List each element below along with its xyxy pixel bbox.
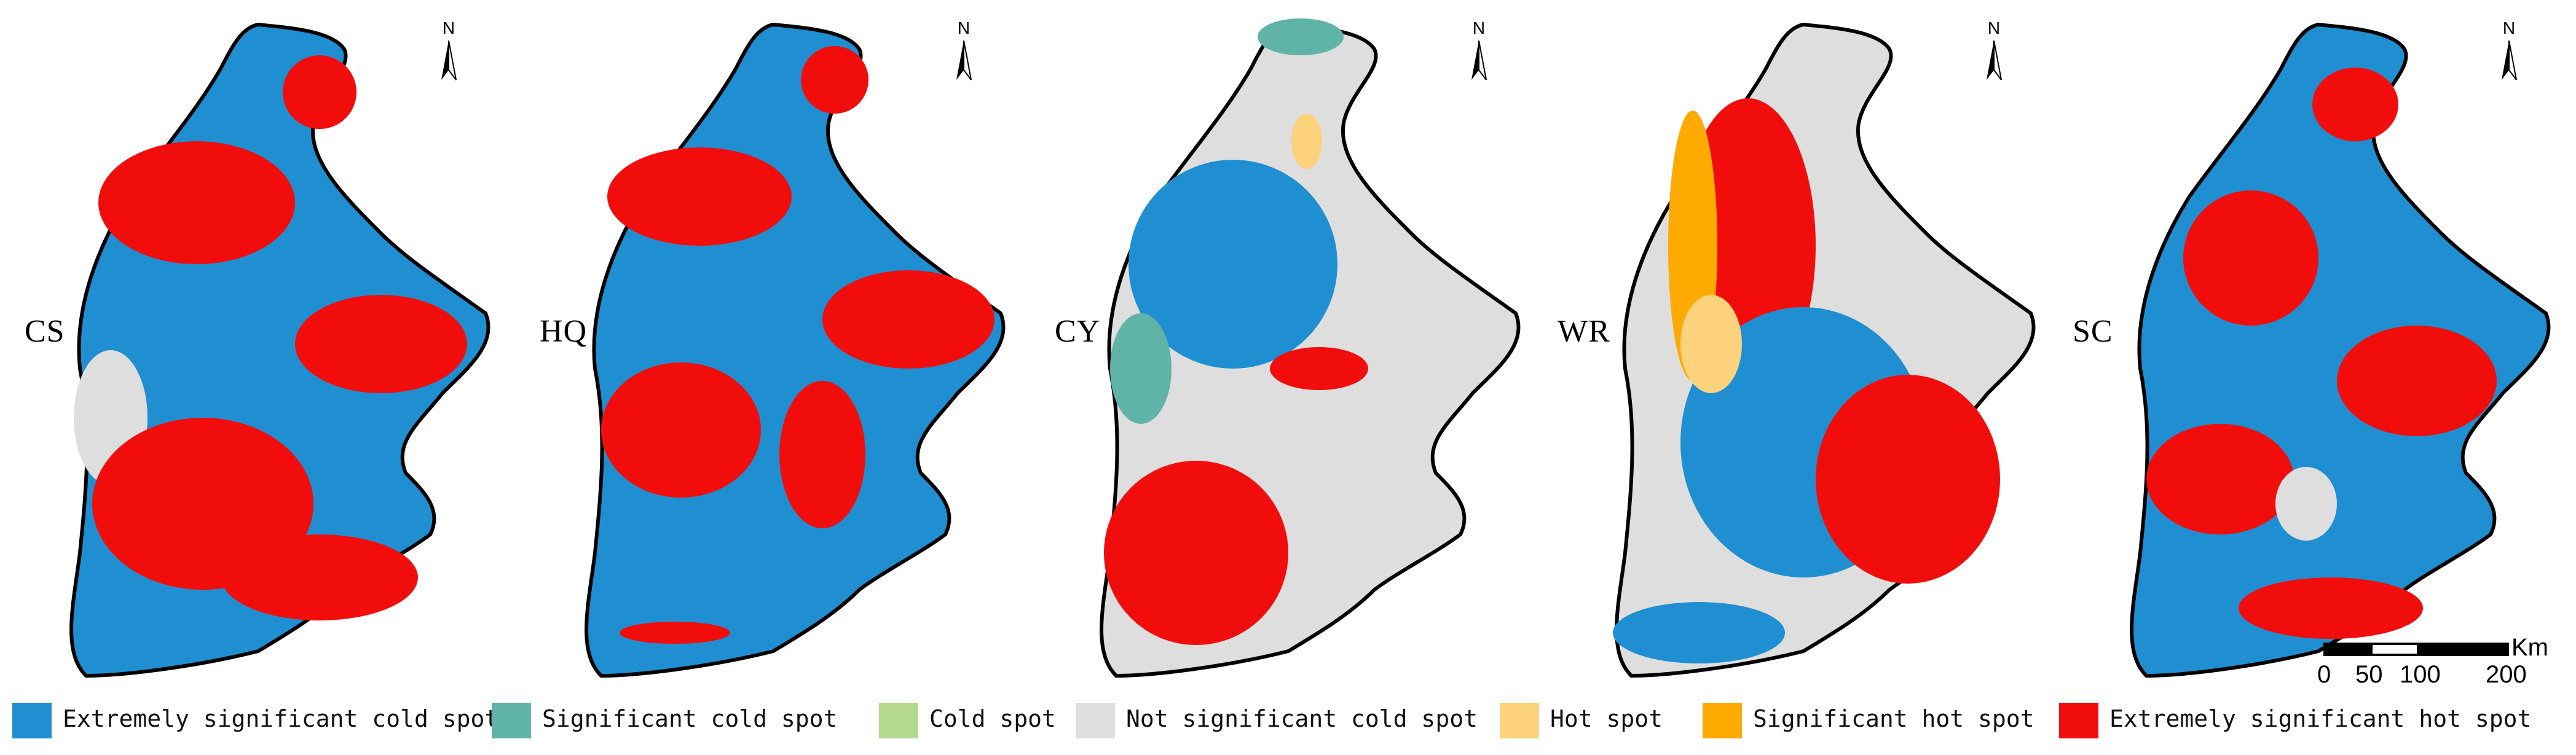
north-arrow-icon	[956, 40, 972, 80]
legend-label: Hot spot	[1550, 705, 1663, 732]
map-panel-hq: HQ N	[515, 0, 1030, 688]
hot-spot-patch	[2337, 326, 2497, 436]
region-map-hq	[585, 22, 1006, 678]
north-label: N	[957, 18, 971, 37]
cold-spot-patch	[2275, 467, 2337, 541]
hot-spot-patch	[98, 141, 295, 264]
panel-label: SC	[2073, 314, 2113, 349]
cold-spot-patch	[1258, 18, 1344, 55]
north-label: N	[1987, 18, 2001, 37]
legend-swatch	[1703, 703, 1742, 738]
hot-spot-patch	[822, 270, 995, 369]
region-map-cy	[1100, 18, 1521, 678]
hot-spot-patch	[2312, 68, 2398, 141]
north-arrow-icon	[441, 40, 457, 80]
map-panel-cy: CY N	[1030, 0, 1545, 688]
map-panel-cs: CS N	[0, 0, 515, 688]
region-map-sc	[2130, 22, 2551, 678]
panel-label: HQ	[540, 314, 588, 349]
hot-spot-patch	[283, 55, 356, 129]
scale-segment	[2323, 643, 2373, 656]
north-label: N	[1472, 18, 1486, 37]
legend-label: Extremely significant cold spot	[63, 705, 499, 732]
legend-swatch	[879, 703, 918, 738]
legend-swatch	[12, 703, 52, 738]
north-arrow: N	[2491, 18, 2527, 86]
hot-spot-patch	[607, 147, 792, 246]
map-panel-wr: WR N	[1545, 0, 2060, 688]
north-arrow-icon	[2502, 40, 2517, 80]
legend-label: Significant hot spot	[1753, 705, 2034, 732]
north-arrow-icon	[1471, 40, 1487, 80]
cold-spot-patch	[1128, 160, 1337, 369]
legend-swatch	[2059, 703, 2098, 738]
legend-swatch	[1076, 703, 1115, 738]
legend-swatch	[1500, 703, 1539, 738]
map-panel-sc: SC N	[2060, 0, 2575, 688]
hot-spot-patch	[221, 534, 418, 620]
legend-label: Cold spot	[929, 705, 1056, 732]
hot-spot-patch	[779, 381, 865, 528]
hot-spot-patch	[801, 46, 869, 114]
north-arrow: N	[1975, 18, 2012, 86]
hot-spot-patch	[620, 622, 730, 644]
hot-spot-patch	[1816, 375, 2000, 584]
scale-unit: Km	[2511, 634, 2548, 661]
hot-spot-patch	[1680, 295, 1742, 393]
north-label: N	[2502, 18, 2516, 37]
hot-spot-patch	[295, 295, 467, 393]
panel-label: CY	[1055, 314, 1101, 349]
north-arrow: N	[430, 18, 467, 86]
north-label: N	[442, 18, 455, 37]
scale-tick: 0	[2317, 661, 2331, 688]
legend: Extremely significant cold spot Signific…	[0, 699, 2576, 742]
cold-spot-patch	[1613, 602, 1785, 663]
north-arrow: N	[1460, 18, 1497, 86]
hot-spot-patch	[1291, 114, 1322, 169]
legend-label: Not significant cold spot	[1126, 705, 1478, 732]
hot-spot-patch	[2183, 190, 2318, 326]
scale-segment	[2417, 643, 2509, 656]
scale-tick: 200	[2486, 661, 2527, 688]
hot-spot-patch	[1104, 461, 1288, 645]
hot-spot-patch	[601, 362, 761, 498]
region-map-cs	[69, 22, 490, 678]
hot-spot-patch	[1270, 347, 1368, 390]
cold-spot-patch	[1110, 313, 1172, 424]
scale-bar: Km 0 50 100 200	[2317, 634, 2575, 693]
north-arrow-icon	[1987, 40, 2002, 80]
scale-tick: 50	[2355, 661, 2383, 688]
scale-tick: 100	[2400, 661, 2441, 688]
panel-label: WR	[1558, 314, 1610, 349]
north-arrow: N	[945, 18, 982, 86]
panel-label: CS	[25, 314, 65, 349]
legend-label: Significant cold spot	[542, 705, 838, 732]
legend-label: Extremely significant hot spot	[2109, 705, 2532, 732]
scale-segment	[2370, 643, 2419, 656]
hot-spot-patch	[2239, 577, 2423, 639]
hot-spot-patch	[2146, 424, 2294, 534]
region-map-wr	[1613, 22, 2036, 678]
legend-swatch	[492, 703, 531, 738]
